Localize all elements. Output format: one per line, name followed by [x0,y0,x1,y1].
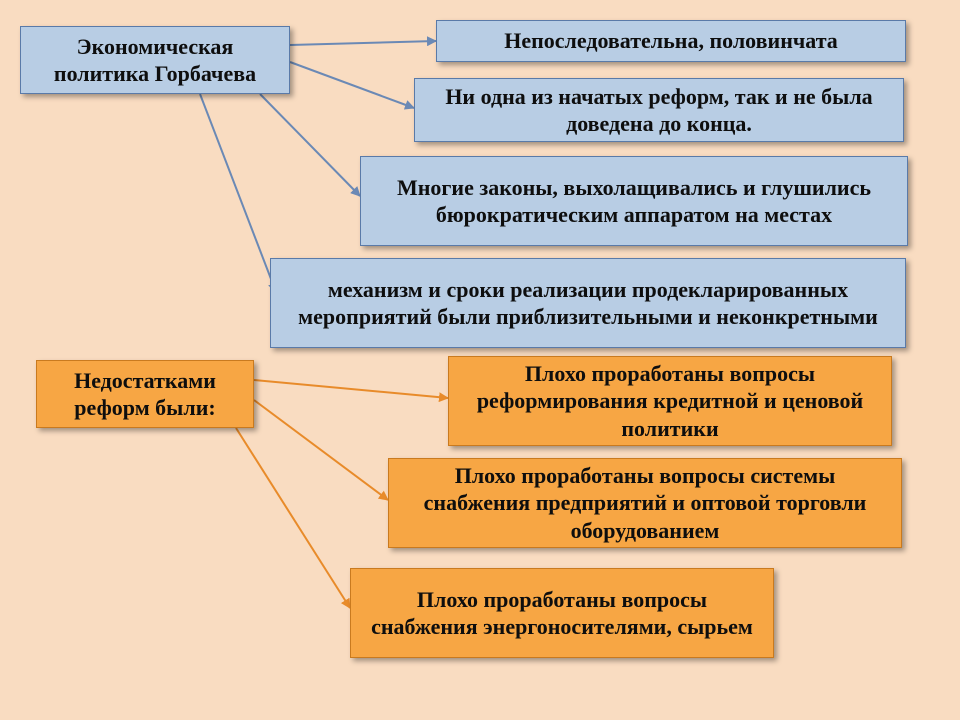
node-label: Ни одна из начатых реформ, так и не была… [425,83,893,138]
node-label: Плохо проработаны вопросы реформирования… [459,360,881,443]
node-label: Плохо проработаны вопросы системы снабже… [399,462,891,545]
node-inconsistent: Непоследовательна, половинчата [436,20,906,62]
node-energy-raw: Плохо проработаны вопросы снабжения энер… [350,568,774,658]
node-label: Непоследовательна, половинчата [504,27,838,55]
node-credit-price: Плохо проработаны вопросы реформирования… [448,356,892,446]
node-label: Плохо проработаны вопросы снабжения энер… [361,586,763,641]
node-root-gorbachev: Экономическая политика Горбачева [20,26,290,94]
node-label: Недостатками реформ были: [47,367,243,422]
node-label: механизм и сроки реализации продеклариро… [281,276,895,331]
node-root-drawbacks: Недостатками реформ были: [36,360,254,428]
node-vague-mechanism: механизм и сроки реализации продеклариро… [270,258,906,348]
node-laws-bureaucracy: Многие законы, выхолащивались и глушилис… [360,156,908,246]
node-unfinished-reforms: Ни одна из начатых реформ, так и не была… [414,78,904,142]
node-label: Экономическая политика Горбачева [31,33,279,88]
node-supply-equipment: Плохо проработаны вопросы системы снабже… [388,458,902,548]
node-label: Многие законы, выхолащивались и глушилис… [371,174,897,229]
